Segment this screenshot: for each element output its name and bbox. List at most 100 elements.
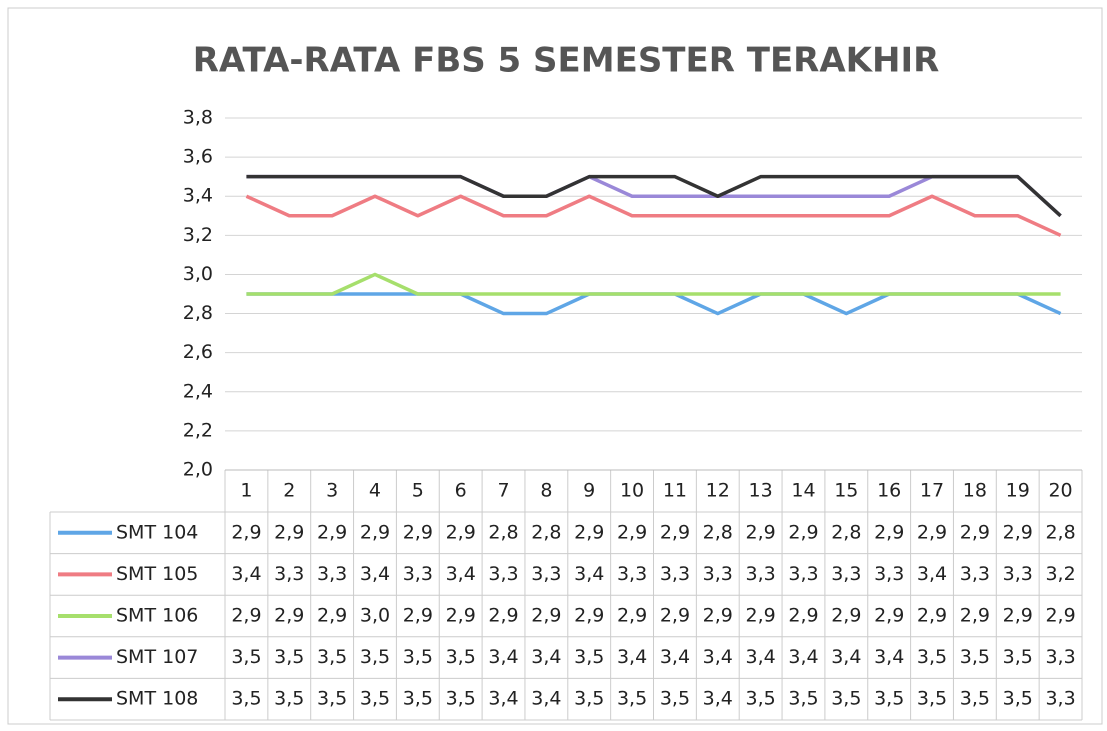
table-value: 3,4: [788, 646, 818, 668]
table-value: 3,5: [403, 688, 433, 710]
table-value: 3,4: [360, 563, 390, 585]
y-tick-label: 2,2: [183, 419, 213, 441]
table-value: 2,9: [874, 521, 904, 543]
x-tick-label: 8: [540, 480, 552, 502]
chart-frame: [7, 7, 1103, 725]
x-tick-label: 20: [1048, 480, 1072, 502]
table-value: 3,5: [746, 688, 776, 710]
y-tick-label: 3,4: [183, 185, 213, 207]
x-tick-label: 5: [412, 480, 424, 502]
table-value: 2,8: [531, 521, 561, 543]
series-line: [246, 174, 1062, 218]
y-tick-label: 3,8: [183, 107, 213, 129]
table-value: 2,9: [403, 605, 433, 627]
table-value: 2,9: [403, 521, 433, 543]
table-value: 2,9: [917, 521, 947, 543]
table-value: 2,9: [617, 605, 647, 627]
table-value: 2,9: [660, 605, 690, 627]
table-value: 3,3: [703, 563, 733, 585]
table-value: 2,9: [960, 521, 990, 543]
table-value: 3,5: [274, 688, 304, 710]
table-value: 3,3: [1045, 646, 1075, 668]
table-value: 3,3: [317, 563, 347, 585]
legend-label: SMT 104: [116, 521, 198, 543]
table-value: 2,9: [660, 521, 690, 543]
table-value: 2,9: [488, 605, 518, 627]
y-tick-label: 2,8: [183, 302, 213, 324]
table-value: 2,9: [917, 605, 947, 627]
table-value: 3,5: [360, 646, 390, 668]
table-value: 2,9: [703, 605, 733, 627]
table-value: 2,8: [831, 521, 861, 543]
table-value: 3,5: [831, 688, 861, 710]
x-tick-label: 14: [791, 480, 815, 502]
table-value: 3,5: [446, 688, 476, 710]
table-value: 2,9: [446, 605, 476, 627]
table-value: 3,5: [317, 646, 347, 668]
table-value: 2,8: [488, 521, 518, 543]
table-value: 3,3: [488, 563, 518, 585]
series-line: [245, 194, 1062, 237]
table-value: 3,4: [531, 688, 561, 710]
x-tick-label: 15: [834, 480, 858, 502]
table-value: 3,3: [788, 563, 818, 585]
table-value: 2,8: [1045, 521, 1075, 543]
y-tick-label: 3,2: [183, 224, 213, 246]
table-value: 3,3: [403, 563, 433, 585]
table-value: 3,5: [274, 646, 304, 668]
x-tick-label: 16: [877, 480, 901, 502]
table-value: 3,3: [274, 563, 304, 585]
table-value: 2,9: [274, 521, 304, 543]
x-tick-label: 2: [283, 480, 295, 502]
table-value: 3,5: [574, 688, 604, 710]
table-value: 2,9: [231, 521, 261, 543]
x-tick-label: 3: [326, 480, 338, 502]
x-tick-label: 13: [749, 480, 773, 502]
table-value: 3,3: [746, 563, 776, 585]
x-tick-label: 4: [369, 480, 381, 502]
table-value: 3,5: [446, 646, 476, 668]
table-value: 3,4: [874, 646, 904, 668]
table-value: 2,9: [317, 605, 347, 627]
y-tick-label: 2,6: [183, 341, 213, 363]
table-value: 3,5: [231, 688, 261, 710]
table-value: 2,9: [574, 605, 604, 627]
table-value: 3,4: [617, 646, 647, 668]
table-value: 2,9: [746, 521, 776, 543]
table-value: 3,5: [1003, 646, 1033, 668]
legend-label: SMT 106: [116, 605, 198, 627]
y-tick-label: 3,0: [183, 263, 213, 285]
table-value: 3,4: [231, 563, 261, 585]
x-tick-label: 9: [583, 480, 595, 502]
y-tick-label: 2,4: [183, 380, 213, 402]
table-value: 3,4: [917, 563, 947, 585]
x-tick-label: 6: [455, 480, 467, 502]
table-value: 3,0: [360, 605, 390, 627]
table-value: 2,9: [1045, 605, 1075, 627]
table-value: 3,5: [874, 688, 904, 710]
y-tick-label: 2,0: [183, 459, 213, 481]
series-line: [246, 272, 1061, 296]
y-tick-label: 3,6: [183, 146, 213, 168]
table-value: 2,9: [617, 521, 647, 543]
table-value: 3,5: [660, 688, 690, 710]
table-value: 3,4: [488, 688, 518, 710]
table-value: 3,4: [531, 646, 561, 668]
table-value: 2,9: [788, 521, 818, 543]
table-value: 2,9: [960, 605, 990, 627]
table-value: 3,2: [1045, 563, 1075, 585]
x-tick-label: 10: [620, 480, 644, 502]
legend-label: SMT 105: [116, 563, 198, 585]
table-value: 3,5: [403, 646, 433, 668]
table-value: 2,8: [703, 521, 733, 543]
table-value: 3,3: [531, 563, 561, 585]
x-tick-label: 18: [963, 480, 987, 502]
table-value: 3,5: [231, 646, 261, 668]
table-value: 3,5: [1003, 688, 1033, 710]
chart-title: RATA-RATA FBS 5 SEMESTER TERAKHIR: [193, 41, 940, 81]
x-tick-label: 11: [663, 480, 687, 502]
table-value: 3,4: [446, 563, 476, 585]
x-tick-label: 12: [706, 480, 730, 502]
